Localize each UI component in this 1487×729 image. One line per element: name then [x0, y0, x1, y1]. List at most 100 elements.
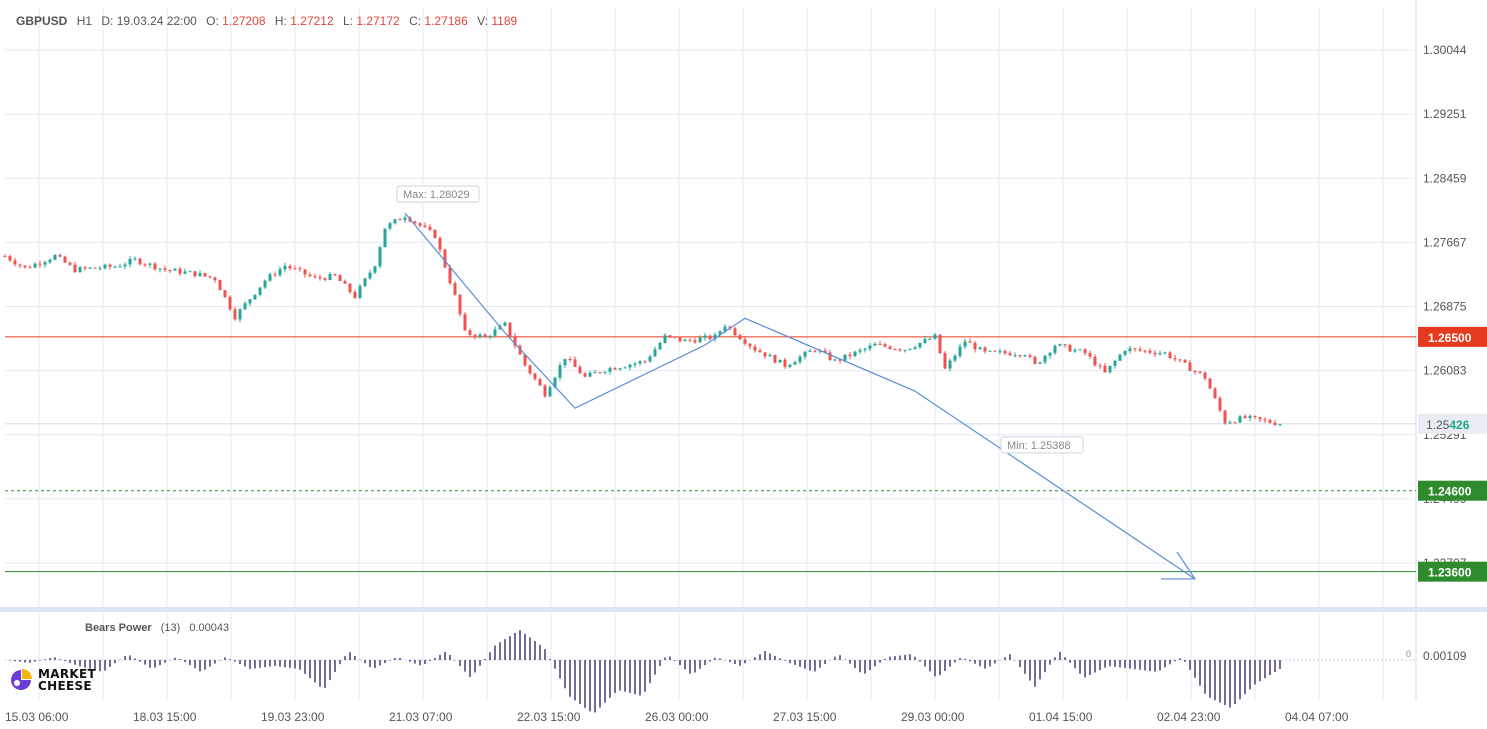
price-level-badge: [1418, 480, 1487, 501]
candle-body: [938, 334, 942, 354]
candle-body: [568, 359, 572, 361]
candle-body: [713, 334, 717, 340]
date-value: 19.03.24 22:00: [116, 14, 197, 28]
candle-body: [83, 267, 87, 269]
candle-body: [153, 263, 157, 270]
candle-body: [313, 276, 317, 278]
candle-body: [323, 278, 327, 280]
candle-body: [388, 223, 392, 229]
x-tick-label: 15.03 06:00: [5, 710, 69, 724]
candle-body: [1043, 355, 1047, 363]
candle-body: [1178, 359, 1182, 361]
candle-body: [253, 294, 257, 300]
candle-body: [88, 267, 92, 269]
candle-body: [843, 354, 847, 361]
candle-body: [413, 221, 417, 224]
volume-value: 1189: [491, 14, 518, 28]
candle-body: [613, 368, 617, 370]
candle-body: [758, 350, 762, 353]
candle-body: [448, 267, 452, 284]
candle-body: [1063, 344, 1067, 346]
trend-lines[interactable]: [404, 212, 1197, 580]
candle-body: [1233, 422, 1237, 424]
candle-body: [353, 291, 357, 298]
candle-body: [268, 274, 272, 281]
timeframe-label: H1: [76, 14, 93, 28]
candle-body: [193, 271, 197, 277]
candle-body: [333, 274, 337, 276]
y-tick-label: 1.28459: [1423, 171, 1467, 185]
candle-body: [198, 273, 202, 277]
time-axis[interactable]: 15.03 06:00 18.03 15:00 19.03 23:00 21.03 0…: [5, 710, 1349, 724]
candle-body: [668, 335, 672, 337]
candle-body: [1173, 357, 1177, 360]
candle-body: [618, 368, 622, 370]
candle-body: [1223, 410, 1227, 424]
low-key: L:: [342, 14, 353, 28]
candle-body: [848, 354, 852, 357]
price-level-badge: [1418, 326, 1487, 347]
candle-body: [883, 344, 887, 347]
candle-body: [508, 322, 512, 337]
candle-body: [213, 277, 217, 281]
candle-body: [173, 268, 177, 271]
price-level-badge: [1418, 561, 1487, 582]
market-cheese-logo: MARKET CHEESE: [8, 666, 118, 694]
candle-body: [78, 267, 82, 273]
candle-body: [1033, 356, 1037, 364]
price-axis[interactable]: 1.30044 1.29251 1.28459 1.27667 1.26875 1.260…: [1418, 43, 1487, 582]
candle-body: [283, 265, 287, 270]
candle-body: [248, 299, 252, 304]
candle-body: [1088, 353, 1092, 357]
candle-body: [118, 266, 122, 268]
candle-body: [1158, 353, 1162, 355]
candle-body: [933, 334, 937, 339]
candle-body: [838, 359, 842, 361]
candle-body: [958, 346, 962, 356]
x-tick-label: 02.04 23:00: [1157, 710, 1221, 724]
date-key: D:: [101, 14, 114, 28]
candle-body: [658, 342, 662, 350]
indicator-zero-label: 0: [1406, 649, 1411, 659]
candle-body: [628, 364, 632, 368]
candle-body: [1278, 424, 1282, 426]
symbol-label: GBPUSD: [16, 14, 68, 28]
candle-body: [578, 366, 582, 374]
y-tick-label: 1.26875: [1423, 300, 1467, 314]
candle-body: [688, 339, 692, 341]
candle-body: [1228, 422, 1232, 424]
ohlc-header: GBPUSD H1 D: 19.03.24 22:00 O: 1.27208 H…: [16, 14, 517, 28]
candle-body: [1198, 371, 1202, 373]
candle-body: [378, 247, 382, 267]
trend-arrow-head: [1161, 551, 1197, 580]
x-tick-label: 27.03 15:00: [773, 710, 837, 724]
candle-body: [258, 287, 262, 295]
candle-body: [783, 359, 787, 367]
candle-body: [243, 303, 247, 310]
volume-key: V:: [477, 14, 489, 28]
x-tick-label: 29.03 00:00: [901, 710, 965, 724]
candle-body: [583, 373, 587, 377]
candle-body: [308, 274, 312, 277]
candle-body: [943, 353, 947, 369]
candle-body: [663, 335, 667, 343]
candle-body: [113, 266, 117, 268]
candle-body: [228, 296, 232, 310]
x-tick-label: 21.03 07:00: [389, 710, 453, 724]
candle-body: [603, 371, 607, 373]
candle-body: [273, 274, 277, 276]
candle-body: [693, 340, 697, 343]
panel-divider[interactable]: [0, 607, 1487, 612]
candle-body: [718, 331, 722, 335]
candle-body: [1008, 353, 1012, 356]
candle-body: [1018, 355, 1022, 357]
candle-body: [798, 356, 802, 363]
open-key: O:: [206, 14, 219, 28]
candle-body: [953, 355, 957, 361]
candle-body: [918, 342, 922, 348]
candle-body: [833, 359, 837, 361]
candle-body: [673, 336, 677, 338]
candle-body: [298, 268, 302, 270]
